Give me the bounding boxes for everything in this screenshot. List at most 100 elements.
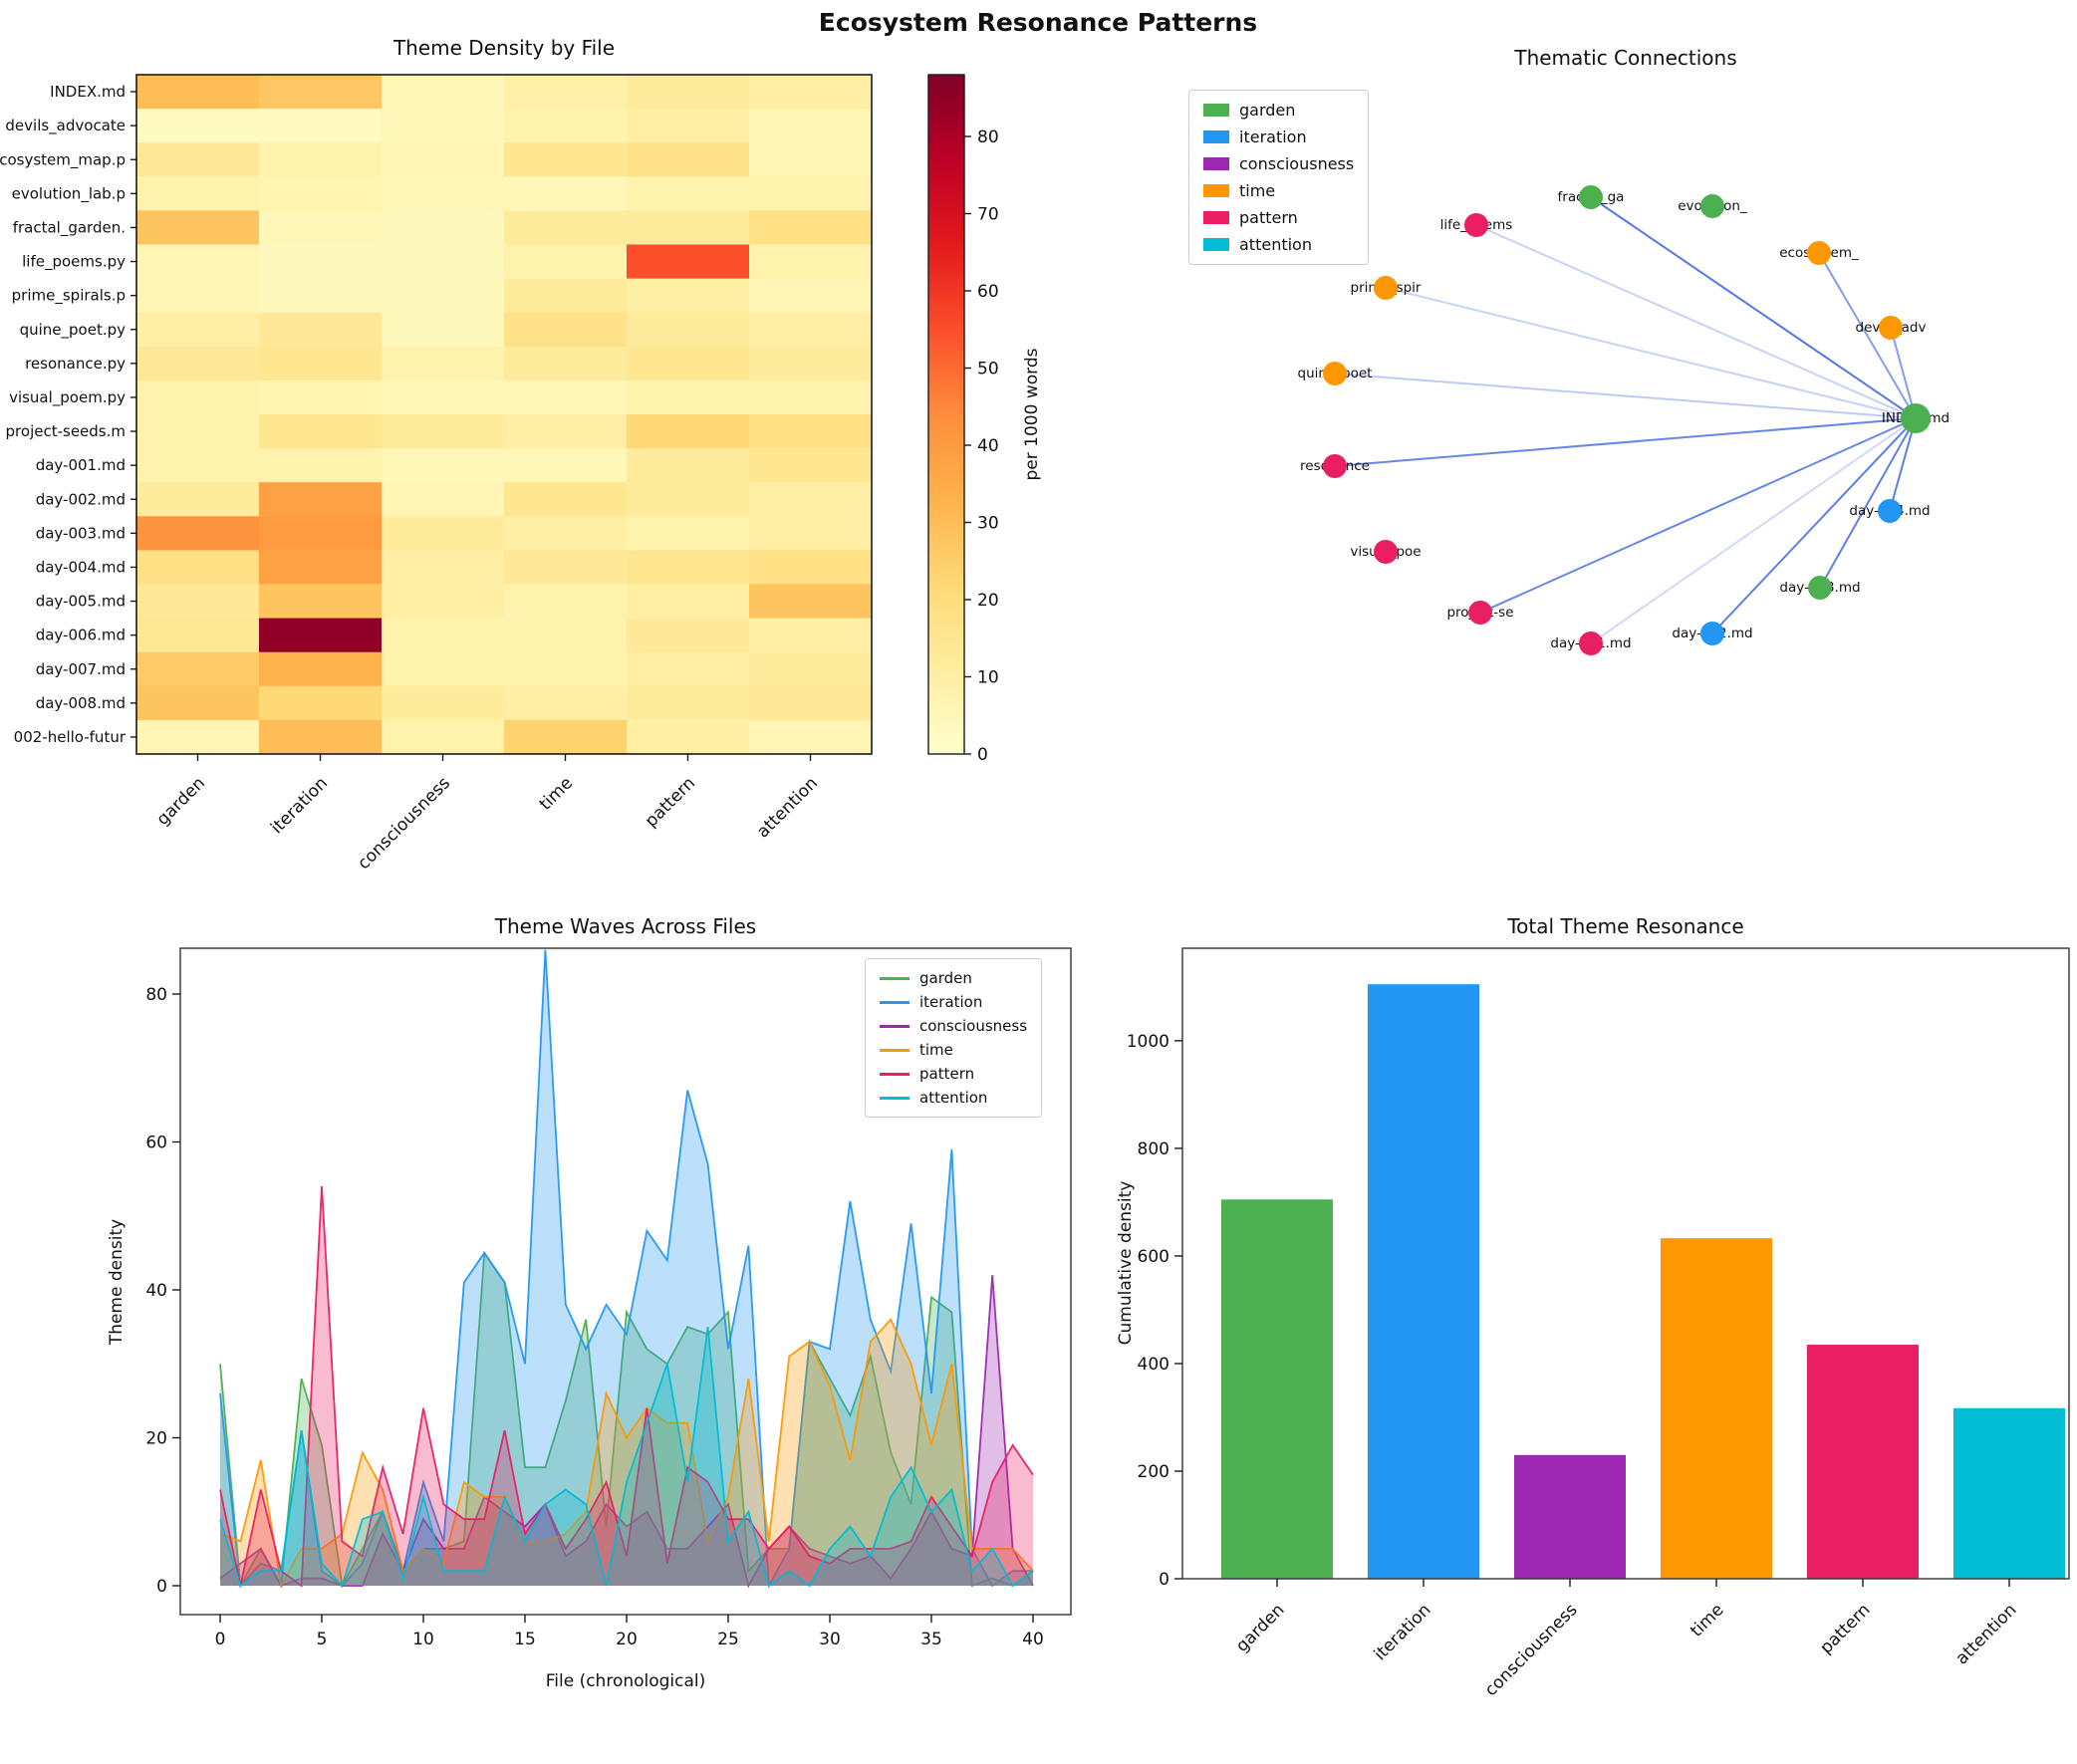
svg-text:pattern: pattern	[642, 773, 699, 831]
legend-line-icon	[880, 1048, 909, 1052]
heatmap-title: Theme Density by File	[392, 36, 616, 60]
svg-text:garden: garden	[1232, 1600, 1289, 1656]
svg-text:attention: attention	[1952, 1600, 2021, 1668]
legend-line-icon	[880, 1000, 909, 1004]
legend-label: iteration	[919, 993, 983, 1011]
svg-text:day-005.md: day-005.md	[36, 593, 126, 611]
legend-label: pattern	[1239, 208, 1298, 227]
svg-text:10: 10	[412, 1630, 434, 1649]
legend-swatch-icon	[1203, 238, 1229, 251]
svg-text:consciousness: consciousness	[1481, 1600, 1582, 1700]
legend-swatch-icon	[1203, 104, 1229, 117]
svg-text:day-003.md: day-003.md	[36, 524, 126, 542]
svg-text:day-001.md: day-001.md	[36, 456, 126, 474]
legend-entry: time	[1203, 181, 1354, 200]
svg-text:800: 800	[1138, 1139, 1169, 1159]
legend-entry: iteration	[1203, 127, 1354, 146]
svg-text:200: 200	[1138, 1462, 1169, 1482]
waves-plot: 0 5 10 15 20 25 30 35 40 0 20 40 60 80	[145, 947, 1072, 1649]
svg-text:pattern: pattern	[1816, 1600, 1874, 1657]
legend-label: consciousness	[919, 1017, 1028, 1035]
svg-text:day-006.md: day-006.md	[36, 627, 126, 644]
svg-text:day-007.md: day-007.md	[36, 660, 126, 678]
legend-line-icon	[880, 976, 909, 980]
svg-text:1000: 1000	[1127, 1032, 1169, 1052]
legend-entry: attention	[880, 1089, 1027, 1107]
legend-label: attention	[919, 1089, 988, 1107]
svg-text:garden: garden	[153, 773, 210, 830]
legend-label: garden	[1239, 101, 1296, 120]
svg-text:project-seeds.m: project-seeds.m	[6, 422, 126, 440]
legend-label: time	[1239, 181, 1276, 200]
svg-text:400: 400	[1138, 1355, 1169, 1375]
legend-entry: iteration	[880, 993, 1027, 1011]
legend-entry: consciousness	[880, 1017, 1027, 1035]
svg-text:80: 80	[977, 127, 999, 147]
legend-swatch-icon	[1203, 211, 1229, 224]
svg-text:70: 70	[977, 205, 999, 225]
svg-text:0: 0	[1159, 1570, 1169, 1590]
svg-text:0: 0	[977, 745, 988, 765]
legend-entry: garden	[880, 969, 1027, 987]
svg-text:evolution_lab.p: evolution_lab.p	[12, 184, 126, 203]
legend-entry: pattern	[1203, 208, 1354, 227]
svg-text:10: 10	[977, 668, 999, 688]
waves-title: Theme Waves Across Files	[494, 914, 757, 938]
svg-text:40: 40	[977, 436, 999, 456]
legend-entry: time	[880, 1041, 1027, 1059]
legend-label: time	[919, 1041, 953, 1059]
legend-label: consciousness	[1239, 154, 1355, 173]
svg-text:resonance.py: resonance.py	[25, 355, 126, 373]
legend-entry: consciousness	[1203, 154, 1354, 173]
svg-text:quine_poet.py: quine_poet.py	[20, 321, 127, 340]
legend-line-icon	[880, 1024, 909, 1028]
legend-line-icon	[880, 1096, 909, 1100]
waves-xlabel: File (chronological)	[545, 1671, 706, 1691]
svg-text:60: 60	[145, 1134, 167, 1153]
svg-text:60: 60	[977, 282, 999, 302]
waves-legend: garden iteration consciousness time pattern a…	[865, 958, 1043, 1118]
svg-text:20: 20	[145, 1429, 167, 1449]
legend-label: garden	[919, 969, 972, 987]
svg-text:time: time	[536, 773, 577, 814]
svg-text:30: 30	[977, 514, 999, 534]
svg-text:ecosystem_map.p: ecosystem_map.p	[0, 150, 126, 169]
svg-text:day-004.md: day-004.md	[36, 558, 126, 576]
svg-text:25: 25	[717, 1630, 739, 1649]
legend-entry: pattern	[880, 1065, 1027, 1083]
svg-text:iteration: iteration	[1371, 1600, 1435, 1664]
svg-text:20: 20	[616, 1630, 638, 1649]
legend-swatch-icon	[1203, 157, 1229, 170]
svg-text:50: 50	[977, 360, 999, 379]
svg-text:time: time	[1687, 1600, 1727, 1640]
legend-label: iteration	[1239, 127, 1307, 146]
legend-line-icon	[880, 1072, 909, 1076]
svg-text:0: 0	[215, 1630, 226, 1649]
svg-text:30: 30	[819, 1630, 841, 1649]
figure-title: Ecosystem Resonance Patterns	[818, 8, 1258, 37]
legend-entry: attention	[1203, 235, 1354, 254]
svg-text:5: 5	[317, 1630, 328, 1649]
svg-text:002-hello-futur: 002-hello-futur	[14, 728, 127, 746]
network-legend: garden iteration consciousness time pattern a…	[1188, 90, 1370, 265]
svg-text:devils_advocate: devils_advocate	[5, 117, 126, 135]
heatmap-plot: INDEX.md devils_advocate ecosystem_map.pev…	[0, 74, 999, 874]
bars-plot: 0 200 400 600 800 1000 garden iteration consciou…	[1127, 947, 2070, 1700]
bars-title: Total Theme Resonance	[1507, 914, 1744, 938]
svg-text:INDEX.md: INDEX.md	[50, 83, 126, 101]
legend-label: attention	[1239, 235, 1312, 254]
svg-text:35: 35	[920, 1630, 942, 1649]
network-plot: INDEX.mdlife_poemsfractal_gaevolution_ec…	[1298, 185, 1949, 655]
svg-text:600: 600	[1138, 1247, 1169, 1267]
svg-text:15: 15	[514, 1630, 536, 1649]
svg-text:consciousness: consciousness	[354, 773, 454, 874]
legend-entry: garden	[1203, 101, 1354, 120]
legend-swatch-icon	[1203, 184, 1229, 197]
svg-text:day-008.md: day-008.md	[36, 694, 126, 712]
legend-label: pattern	[919, 1065, 975, 1083]
svg-text:20: 20	[977, 591, 999, 611]
svg-text:0: 0	[156, 1577, 167, 1597]
legend-swatch-icon	[1203, 130, 1229, 143]
